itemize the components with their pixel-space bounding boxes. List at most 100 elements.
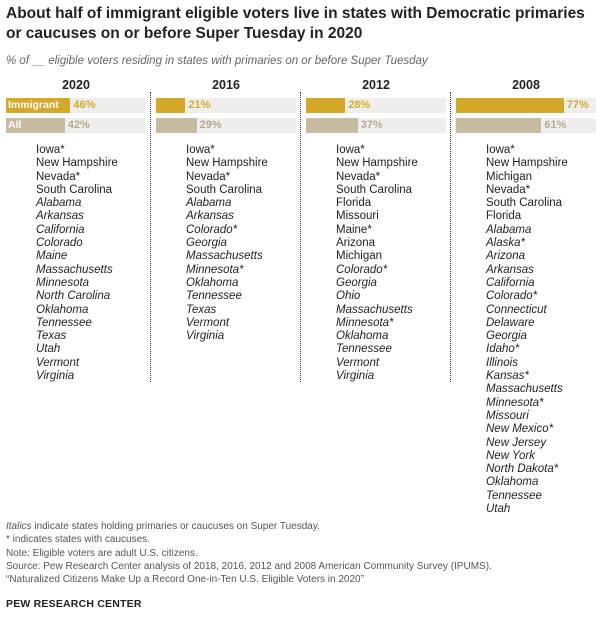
state-item: Maine	[36, 250, 68, 263]
state-item: Oklahoma	[486, 476, 539, 489]
state-item: Utah	[486, 503, 511, 516]
org-name: PEW RESEARCH CENTER	[6, 598, 142, 610]
legend-label-immigrant: Immigrant	[8, 99, 59, 111]
state-list: Iowa* New Hampshire Nevada* South Carolina A…	[186, 144, 268, 343]
state-item: Massachusetts	[486, 383, 563, 396]
bar-value-all: 37%	[360, 119, 383, 131]
legend-label-all: All	[8, 119, 22, 131]
bar-immigrant	[156, 98, 186, 113]
state-item: New Hampshire	[336, 157, 418, 170]
bar-track-immigrant: 77%	[456, 98, 596, 113]
state-item: Michigan	[336, 250, 383, 263]
state-item: Tennessee	[186, 290, 242, 303]
bar-track-all: 61%	[456, 118, 596, 133]
panel-year: 2008	[512, 78, 540, 92]
bar-track-all: 29%	[156, 118, 296, 133]
state-item: Texas	[36, 330, 67, 343]
state-item: California	[486, 276, 535, 289]
state-item: Kansas*	[486, 370, 529, 383]
bar-all	[156, 118, 197, 133]
state-item: Virginia	[36, 370, 75, 383]
state-item: Minnesota*	[186, 263, 244, 276]
state-item: California	[36, 223, 85, 236]
state-item: Colorado	[36, 237, 83, 250]
state-item: Missouri	[486, 409, 529, 422]
state-item: Vermont	[186, 316, 230, 329]
state-item: Tennessee	[336, 343, 392, 356]
chart-subtitle: % of __ eligible voters residing in stat…	[6, 55, 428, 67]
bar-track-all: 37%	[306, 118, 446, 133]
state-item: Oklahoma	[336, 330, 389, 343]
note-italics-word: Italics	[6, 521, 32, 532]
state-item: Minnesota	[36, 276, 90, 289]
state-item: Colorado*	[336, 263, 388, 276]
bar-immigrant	[306, 98, 346, 113]
bar-value-immigrant: 28%	[348, 99, 371, 111]
state-item: Nevada*	[36, 170, 81, 183]
state-item: Vermont	[36, 356, 80, 369]
state-item: Georgia	[486, 330, 527, 343]
state-list: Iowa* New Hampshire Nevada* South Carolina F…	[336, 144, 418, 383]
state-item: New Hampshire	[36, 157, 118, 170]
state-item: South Carolina	[486, 197, 563, 210]
state-item: New Jersey	[486, 436, 547, 449]
state-item: Iowa*	[186, 144, 215, 156]
state-item: Maine*	[336, 223, 372, 236]
state-item: Texas	[186, 303, 217, 316]
state-item: Arkansas	[36, 210, 84, 223]
bar-track-immigrant: 28%	[306, 98, 446, 113]
chart-title: About half of immigrant eligible voters …	[6, 5, 585, 42]
chart-notes: Italics indicate states holding primarie…	[6, 520, 492, 586]
panel-divider	[300, 92, 301, 382]
bar-track-all: All 42%	[6, 118, 146, 133]
state-item: South Carolina	[186, 183, 263, 196]
state-item: Nevada*	[336, 170, 381, 183]
state-item: Oklahoma	[36, 303, 89, 316]
state-item: South Carolina	[36, 183, 113, 196]
state-item: Virginia	[186, 330, 225, 343]
state-list: Iowa* New Hampshire Nevada* South Carolina A…	[36, 144, 118, 383]
state-item: Vermont	[336, 356, 380, 369]
state-item: Virginia	[336, 370, 375, 383]
state-item: Arizona	[336, 237, 375, 250]
state-item: Tennessee	[486, 489, 542, 502]
panel-year: 2012	[362, 78, 390, 92]
state-item: Arizona	[486, 250, 525, 263]
state-item: Illinois	[486, 356, 518, 369]
state-item: New Hampshire	[186, 157, 268, 170]
state-item: Alabama	[36, 197, 82, 210]
note-eligible: Note: Eligible voters are adult U.S. cit…	[6, 547, 198, 559]
state-item: Georgia	[186, 237, 227, 250]
state-item: Alabama	[186, 197, 232, 210]
note-italics-rest: indicate states holding primaries or cau…	[31, 521, 320, 532]
state-item: Arkansas	[186, 210, 234, 223]
note-caucuses: * indicates states with caucuses.	[6, 534, 150, 546]
state-item: Tennessee	[36, 316, 92, 329]
state-item: North Carolina	[36, 290, 111, 303]
state-item: Connecticut	[486, 303, 547, 316]
state-item: Michigan	[486, 170, 533, 183]
bar-all	[6, 118, 65, 133]
state-item: Massachusetts	[186, 250, 263, 263]
state-item: North Dakota*	[486, 463, 559, 476]
state-item: Colorado*	[486, 290, 538, 303]
bar-all	[306, 118, 358, 133]
bar-value-all: 61%	[544, 119, 567, 131]
note-report: “Naturalized Citizens Make Up a Record O…	[6, 574, 364, 586]
bar-value-immigrant: 46%	[73, 99, 96, 111]
state-item: Minnesota*	[336, 316, 394, 329]
panel-divider	[450, 92, 451, 382]
panel-year: 2016	[212, 78, 240, 92]
state-list: Iowa* New Hampshire Michigan Nevada* South C…	[486, 144, 568, 516]
state-item: Ohio	[336, 290, 361, 303]
panel-divider	[150, 92, 151, 382]
bar-track-immigrant: Immigrant 46%	[6, 98, 146, 113]
state-item: Florida	[486, 210, 522, 223]
state-item: Georgia	[336, 276, 377, 289]
panel-year: 2020	[62, 78, 90, 92]
state-item: New Hampshire	[486, 157, 568, 170]
bar-immigrant	[456, 98, 564, 113]
bar-value-immigrant: 77%	[566, 99, 589, 111]
state-item: Alaska*	[486, 237, 525, 250]
state-item: Massachusetts	[36, 263, 113, 276]
